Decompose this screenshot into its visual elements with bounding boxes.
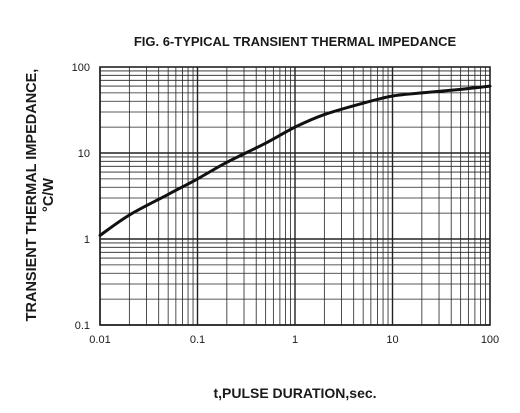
y-tick-label: 0.1 — [75, 320, 90, 332]
y-axis-label: TRANSIENT THERMAL IMPEDANCE, °C/W — [24, 69, 57, 322]
x-tick-label: 0.1 — [190, 334, 205, 346]
plot-frame — [99, 66, 491, 326]
y-tick-label: 10 — [78, 148, 90, 160]
x-tick-label: 10 — [386, 334, 398, 346]
x-tick-label: 1 — [292, 334, 298, 346]
y-axis-label-line2: °C/W — [41, 178, 57, 212]
x-axis-ticks: 0.01 0.1 1 10 100 — [89, 334, 499, 346]
series-line-0 — [98, 84, 492, 237]
x-tick-label: 100 — [481, 334, 499, 346]
y-axis-label-line1: TRANSIENT THERMAL IMPEDANCE, — [24, 69, 40, 322]
y-axis-ticks: 0.1 1 10 100 — [72, 62, 90, 332]
y-tick-label: 1 — [84, 234, 90, 246]
x-axis-label: t,PULSE DURATION,sec. — [213, 385, 376, 401]
series-layer — [98, 84, 492, 237]
y-tick-label: 100 — [72, 62, 90, 74]
chart-title: FIG. 6-TYPICAL TRANSIENT THERMAL IMPEDAN… — [134, 34, 457, 49]
grid — [99, 66, 491, 326]
x-tick-label: 0.01 — [89, 334, 110, 346]
